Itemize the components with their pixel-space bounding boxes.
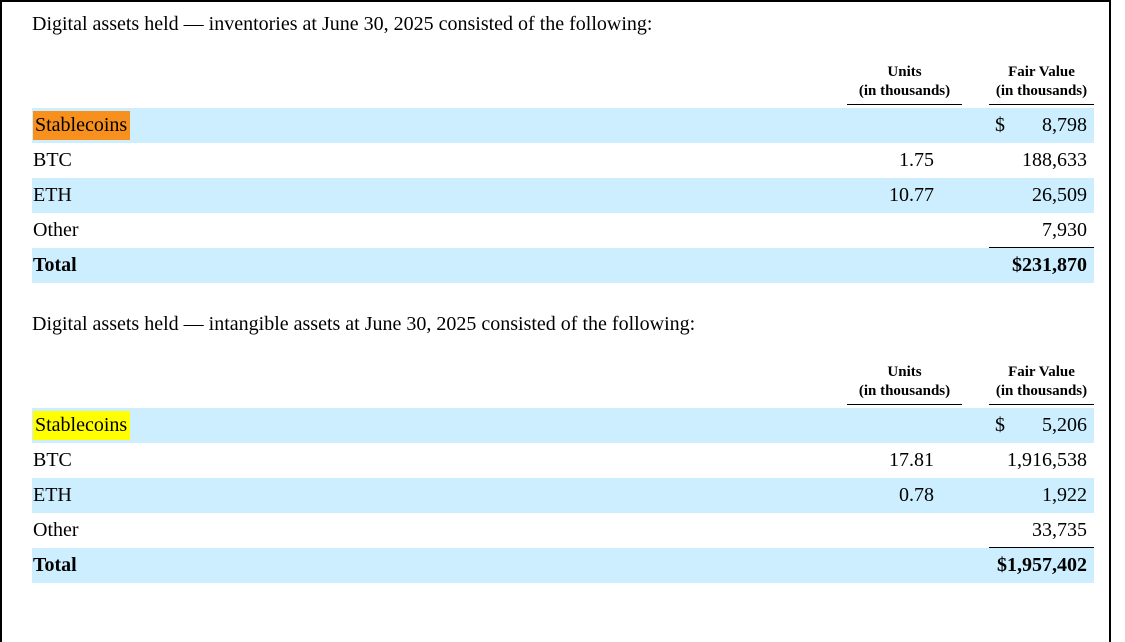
fair-value-amount: 1,922 [1042,484,1087,506]
units-cell: 1.75 [899,149,934,171]
table-row-other: Other 33,735 [32,513,1094,548]
stablecoins-highlight: Stablecoins [33,411,131,440]
fair-value-amount: 33,735 [1032,518,1087,541]
row-label-cell: ETH [33,184,72,206]
fair-value-amount: 5,206 [1042,414,1087,436]
table-row-btc: BTC 17.81 1,916,538 [32,443,1094,478]
intangibles-table: Units (in thousands) Fair Value (in thou… [32,363,1094,583]
intangibles-title: Digital assets held — intangible assets … [32,313,696,335]
table-row-eth: ETH 0.78 1,922 [32,478,1094,513]
fair-value-cell: 26,509 [989,178,1094,213]
inventories-table: Units (in thousands) Fair Value (in thou… [32,63,1094,283]
fair-value-column-header: Fair Value (in thousands) [989,63,1094,105]
fair-value-cell: 7,930 [989,213,1094,248]
units-column-header: Units (in thousands) [847,363,962,405]
fair-value-header-line2: (in thousands) [995,383,1088,399]
table-row-eth: ETH 10.77 26,509 [32,178,1094,213]
units-column-header: Units (in thousands) [847,63,962,105]
inventories-title: Digital assets held — inventories at Jun… [32,13,653,35]
units-header-line1: Units [887,364,922,380]
fair-value-header-line1: Fair Value [1008,64,1075,80]
row-label-cell: BTC [33,149,72,171]
row-label-cell: Stablecoins [32,111,847,140]
row-label-cell: Stablecoins [32,411,847,440]
units-cell: 10.77 [889,184,934,206]
fair-value-cell: 33,735 [989,513,1094,548]
row-label-cell: Other [33,519,79,541]
fair-value-amount: $1,957,402 [997,554,1087,576]
table-row-btc: BTC 1.75 188,633 [32,143,1094,178]
intangibles-table-rows: Stablecoins $ 5,206 BTC 17.81 1,916,538 … [32,408,1094,583]
units-cell: 0.78 [899,484,934,506]
fair-value-column-header: Fair Value (in thousands) [989,363,1094,405]
stablecoins-highlight: Stablecoins [33,111,131,140]
currency-symbol: $ [995,414,1005,436]
table-row-total: Total $1,957,402 [32,548,1094,583]
fair-value-cell: $1,957,402 [989,548,1094,583]
inventories-table-rows: Stablecoins $ 8,798 BTC 1.75 188,633 ETH [32,108,1094,283]
table-row-stablecoins: Stablecoins $ 8,798 [32,108,1094,143]
inventories-table-header: Units (in thousands) Fair Value (in thou… [32,63,1094,105]
row-label-cell: Total [33,254,77,276]
section-spacer [32,283,1109,312]
currency-symbol: $ [995,114,1005,136]
fair-value-cell: $231,870 [989,248,1094,283]
row-label-cell: BTC [33,449,72,471]
fair-value-cell: $ 5,206 [989,408,1094,443]
row-label-cell: ETH [33,484,72,506]
fair-value-amount: $231,870 [1012,254,1087,276]
fair-value-header-line1: Fair Value [1008,364,1075,380]
fair-value-amount: 188,633 [1022,149,1087,171]
fair-value-header-line2: (in thousands) [995,83,1088,99]
fair-value-cell: 1,916,538 [989,443,1094,478]
table-row-total: Total $231,870 [32,248,1094,283]
row-label-cell: Other [33,219,79,241]
units-header-line2: (in thousands) [858,383,951,399]
fair-value-amount: 7,930 [1042,218,1087,241]
table-row-stablecoins: Stablecoins $ 5,206 [32,408,1094,443]
document-content: Digital assets held — inventories at Jun… [2,2,1109,583]
row-label-cell: Total [33,554,77,576]
fair-value-amount: 1,916,538 [1007,449,1087,471]
fair-value-cell: $ 8,798 [989,108,1094,143]
units-cell: 17.81 [889,449,934,471]
units-header-line2: (in thousands) [858,83,951,99]
fair-value-cell: 1,922 [989,478,1094,513]
fair-value-amount: 8,798 [1042,114,1087,136]
fair-value-amount: 26,509 [1032,184,1087,206]
units-header-line1: Units [887,64,922,80]
intangibles-table-header: Units (in thousands) Fair Value (in thou… [32,363,1094,405]
fair-value-cell: 188,633 [989,143,1094,178]
table-row-other: Other 7,930 [32,213,1094,248]
